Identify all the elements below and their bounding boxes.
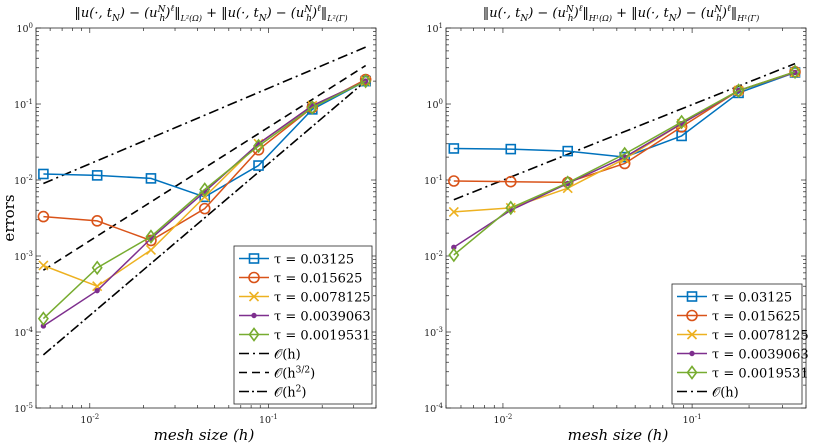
data-point [253, 138, 265, 154]
data-point [92, 281, 103, 292]
data-point [37, 210, 50, 223]
data-point [37, 311, 49, 326]
legend-label: τ = 0.0019531 [712, 367, 809, 382]
y-tick-label: 10-3 [424, 326, 443, 339]
data-point [448, 206, 459, 218]
x-tick-label: 10-2 [493, 413, 512, 426]
x-axis-label: mesh size (h) [154, 426, 255, 443]
data-point [253, 160, 264, 171]
reference-line [42, 80, 367, 356]
y-tick-label: 10-4 [14, 326, 33, 339]
data-point [448, 175, 460, 187]
y-tick-label: 10-5 [14, 402, 33, 415]
y-tick-label: 10-1 [424, 174, 443, 187]
legend-label: τ = 0.0039063 [712, 348, 809, 363]
chart-title: ‖u(·, tN) − (uN h)ℓ‖L²(Ω) + ‖u(·, tN) − (… [74, 4, 347, 24]
y-tick-label: 10-3 [14, 250, 33, 263]
data-point [504, 175, 517, 188]
y-tick-label: 100 [426, 98, 443, 111]
data-point [733, 83, 745, 98]
data-point [505, 143, 517, 155]
y-tick-label: 10-2 [424, 250, 443, 263]
y-tick-label: 10-1 [14, 98, 33, 111]
series [37, 73, 372, 326]
x-tick-label: 10-1 [259, 413, 278, 426]
legend-marker [248, 253, 260, 264]
x-tick-label: 10-1 [683, 413, 702, 426]
y-tick-label: 10-2 [14, 174, 33, 187]
legend-label: 𝒪(h2) [274, 385, 306, 401]
data-point [199, 182, 211, 197]
legend-box [671, 283, 803, 405]
data-point [360, 73, 372, 89]
data-point [94, 287, 100, 294]
data-point [91, 215, 103, 227]
data-point [145, 173, 157, 184]
data-point [38, 260, 49, 271]
legend-marker [686, 291, 698, 302]
data-point [306, 100, 318, 115]
legend-marker [686, 309, 698, 322]
reference-line [42, 64, 367, 271]
legend-box [233, 245, 373, 405]
data-point [198, 202, 211, 215]
legend: τ = 0.03125 τ = 0.015625 τ = 0.0078125 τ = … [233, 245, 373, 405]
legend-label: τ = 0.0078125 [712, 329, 809, 344]
legend-label: τ = 0.0019531 [274, 329, 371, 344]
series-line [42, 80, 366, 320]
legend-label: 𝒪(h3/2) [274, 366, 315, 382]
data-point [38, 168, 49, 180]
data-point [789, 64, 801, 80]
y-tick-label: 101 [426, 22, 443, 35]
legend-label: τ = 0.03125 [712, 291, 792, 306]
legend-marker [248, 291, 260, 302]
legend-label: 𝒪(h) [712, 386, 739, 401]
data-point [676, 114, 688, 130]
chart-h1-errors: ‖u(·, tN) − (uN h)ℓ‖H¹(Ω) + ‖u(·, tN) − (… [424, 4, 809, 443]
series [448, 64, 801, 263]
legend-label: τ = 0.0078125 [274, 291, 371, 306]
legend-marker [248, 327, 260, 342]
legend: τ = 0.03125 τ = 0.015625 τ = 0.0078125 τ = … [671, 283, 809, 405]
y-tick-label: 10-4 [424, 402, 443, 415]
legend-label: τ = 0.03125 [274, 253, 354, 268]
data-point [145, 244, 157, 256]
legend-label: 𝒪(h) [274, 348, 301, 363]
data-point [562, 175, 574, 191]
legend-marker [686, 329, 698, 340]
x-tick-label: 10-2 [80, 413, 99, 426]
data-point [448, 143, 460, 154]
data-point [448, 247, 460, 263]
data-point [145, 234, 157, 247]
reference-line [43, 46, 366, 185]
data-point [505, 200, 517, 216]
chart-title: ‖u(·, tN) − (uN h)ℓ‖H¹(Ω) + ‖u(·, tN) − (… [483, 4, 759, 24]
chart-l2-errors: ‖u(·, tN) − (uN h)ℓ‖L²(Ω) + ‖u(·, tN) − (… [0, 4, 377, 443]
data-point [619, 146, 631, 162]
legend-label: τ = 0.015625 [712, 310, 800, 325]
y-tick-label: 100 [16, 22, 33, 35]
series-line [453, 71, 796, 256]
data-point [562, 145, 574, 157]
x-axis-label: mesh size (h) [568, 426, 669, 443]
legend-label: τ = 0.015625 [274, 272, 362, 287]
data-point [91, 170, 103, 181]
legend-label: τ = 0.0039063 [274, 310, 371, 325]
legend-marker [251, 312, 257, 319]
data-point [91, 260, 103, 276]
data-point [145, 229, 157, 244]
legend-marker [248, 271, 260, 284]
legend-marker [689, 350, 695, 357]
y-axis-label: errors [0, 194, 18, 241]
legend-marker [686, 365, 698, 380]
